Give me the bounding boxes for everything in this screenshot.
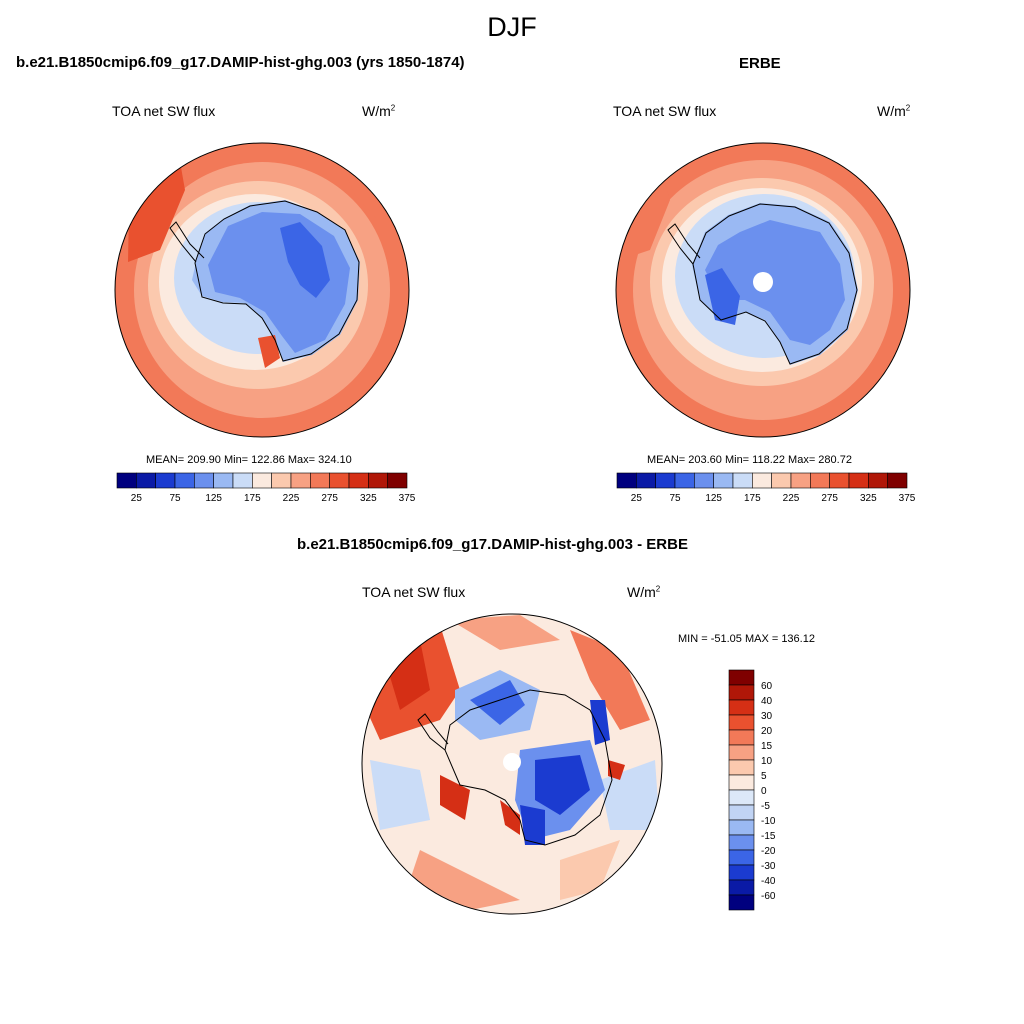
colorbar-swatch xyxy=(368,472,388,489)
difference-colorbar: 60 40 30 20 15 10 5 0 -5 -10 -15 -20 -30 -40 -60 xyxy=(728,669,776,911)
colorbar-tick-label: 225 xyxy=(783,493,800,504)
colorbar-swatch xyxy=(655,472,676,489)
colorbar-tick-label: -15 xyxy=(761,831,776,842)
panel-3-stats: MIN = -51.05 MAX = 136.12 xyxy=(678,633,815,645)
colorbar-swatch xyxy=(732,472,753,489)
colorbar-swatch xyxy=(728,684,755,701)
model-polar-map xyxy=(114,142,410,438)
colorbar-swatch xyxy=(829,472,850,489)
colorbar-tick-label: 375 xyxy=(399,493,416,504)
colorbar-swatch xyxy=(136,472,156,489)
colorbar-swatch xyxy=(348,472,369,489)
colorbar-tick-label: 325 xyxy=(360,493,377,504)
panel-3-units: W/m2 xyxy=(627,584,661,600)
panel-2-units: W/m2 xyxy=(877,103,911,119)
colorbar-swatch xyxy=(728,819,755,836)
panel-1-variable: TOA net SW flux xyxy=(112,103,216,119)
colorbar-swatch xyxy=(616,472,637,489)
panel-1-units: W/m2 xyxy=(362,103,396,119)
colorbar-tick-label: 15 xyxy=(761,741,773,752)
colorbar-tick-label: -60 xyxy=(761,891,776,902)
colorbar-tick-label: 175 xyxy=(744,493,761,504)
panel-2-heading: ERBE xyxy=(739,55,781,72)
colorbar-swatch xyxy=(329,472,350,489)
colorbar-swatch xyxy=(868,472,888,489)
colorbar-swatch xyxy=(728,744,755,761)
colorbar-tick-label: -20 xyxy=(761,846,776,857)
colorbar-tick-label: 25 xyxy=(631,493,643,504)
colorbar-swatch xyxy=(155,472,176,489)
colorbar-tick-label: 0 xyxy=(761,786,767,797)
colorbar-tick-label: -30 xyxy=(761,861,776,872)
colorbar-tick-label: 30 xyxy=(761,711,773,722)
colorbar-swatch xyxy=(713,472,734,489)
colorbar-tick-label: 40 xyxy=(761,696,773,707)
erbe-polar-map xyxy=(615,142,911,438)
colorbar-tick-label: 5 xyxy=(761,771,767,782)
colorbar-swatch xyxy=(728,834,755,851)
colorbar-swatch xyxy=(271,472,292,489)
colorbar-tick-label: -40 xyxy=(761,876,776,887)
model-colorbar: 25 75 125 175 225 275 325 375 xyxy=(116,472,416,504)
colorbar-swatch xyxy=(728,729,755,746)
colorbar-tick-label: 60 xyxy=(761,681,773,692)
colorbar-tick-label: -5 xyxy=(761,801,770,812)
colorbar-tick-label: 375 xyxy=(899,493,916,504)
colorbar-tick-label: 125 xyxy=(705,493,722,504)
colorbar-tick-label: 225 xyxy=(283,493,300,504)
colorbar-swatch xyxy=(728,774,755,791)
colorbar-tick-label: 25 xyxy=(131,493,143,504)
colorbar-swatch xyxy=(387,472,408,489)
colorbar-tick-label: -10 xyxy=(761,816,776,827)
colorbar-swatch xyxy=(810,472,830,489)
colorbar-tick-label: 75 xyxy=(669,493,681,504)
colorbar-swatch xyxy=(728,804,755,821)
colorbar-swatch xyxy=(636,472,656,489)
colorbar-swatch xyxy=(728,759,755,776)
colorbar-tick-label: 175 xyxy=(244,493,261,504)
figure-title: DJF xyxy=(487,12,537,42)
colorbar-swatch xyxy=(694,472,714,489)
colorbar-swatch xyxy=(232,472,253,489)
colorbar-swatch xyxy=(728,669,755,686)
colorbar-swatch xyxy=(728,864,755,881)
colorbar-swatch xyxy=(252,472,272,489)
colorbar-tick-label: 75 xyxy=(169,493,181,504)
colorbar-swatch xyxy=(771,472,792,489)
erbe-colorbar: 25 75 125 175 225 275 325 375 xyxy=(616,472,916,504)
panel-3-heading: b.e21.B1850cmip6.f09_g17.DAMIP-hist-ghg.… xyxy=(297,536,688,553)
colorbar-swatch xyxy=(213,472,234,489)
colorbar-tick-label: 325 xyxy=(860,493,877,504)
colorbar-swatch xyxy=(752,472,772,489)
colorbar-tick-label: 125 xyxy=(205,493,222,504)
panel-1-heading: b.e21.B1850cmip6.f09_g17.DAMIP-hist-ghg.… xyxy=(16,54,465,71)
colorbar-swatch xyxy=(728,699,755,716)
colorbar-tick-label: 20 xyxy=(761,726,773,737)
colorbar-swatch xyxy=(887,472,908,489)
panel-2-variable: TOA net SW flux xyxy=(613,103,717,119)
colorbar-swatch xyxy=(848,472,869,489)
colorbar-tick-label: 275 xyxy=(821,493,838,504)
colorbar-tick-label: 10 xyxy=(761,756,773,767)
colorbar-swatch xyxy=(310,472,330,489)
colorbar-swatch xyxy=(174,472,195,489)
panel-2-stats: MEAN= 203.60 Min= 118.22 Max= 280.72 xyxy=(647,454,852,466)
colorbar-swatch xyxy=(728,849,755,866)
colorbar-swatch xyxy=(728,879,755,896)
colorbar-swatch xyxy=(290,472,311,489)
colorbar-swatch xyxy=(790,472,811,489)
colorbar-swatch xyxy=(728,894,755,911)
colorbar-swatch xyxy=(674,472,695,489)
panel-1-stats: MEAN= 209.90 Min= 122.86 Max= 324.10 xyxy=(146,454,352,466)
colorbar-swatch xyxy=(728,714,755,731)
difference-polar-map xyxy=(361,613,663,915)
colorbar-swatch xyxy=(194,472,214,489)
colorbar-swatch xyxy=(116,472,137,489)
panel-3-variable: TOA net SW flux xyxy=(362,584,466,600)
colorbar-swatch xyxy=(728,789,755,806)
colorbar-tick-label: 275 xyxy=(321,493,338,504)
